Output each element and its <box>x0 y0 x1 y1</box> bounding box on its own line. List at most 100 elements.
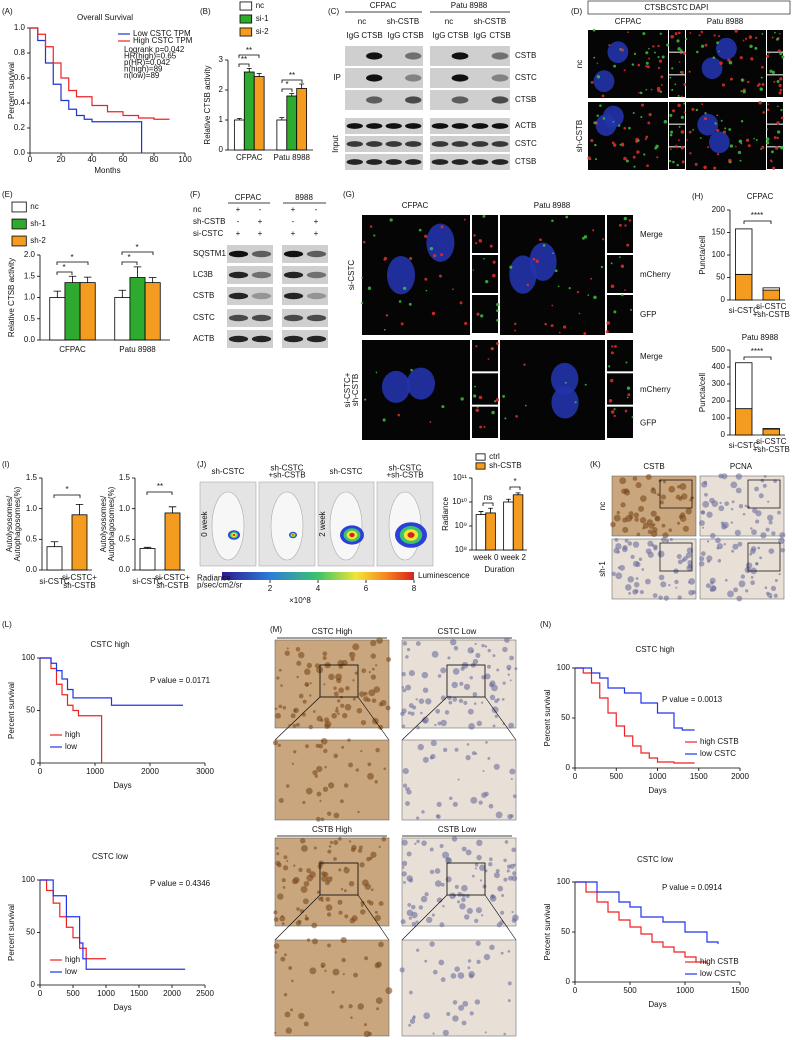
puncta <box>602 238 605 241</box>
cell <box>280 684 283 687</box>
puncta <box>682 51 686 55</box>
cell <box>327 849 332 854</box>
x-tick-label: 40 <box>88 155 97 164</box>
x-tick-label: 80 <box>150 155 159 164</box>
bar <box>233 119 245 151</box>
chart-title: CFPAC <box>747 192 774 201</box>
significance-bracket <box>121 261 138 265</box>
sign: + <box>236 229 241 238</box>
cell <box>322 786 329 792</box>
nucleus <box>386 255 416 295</box>
cell <box>405 684 412 691</box>
cell <box>304 668 311 676</box>
cell <box>282 886 286 889</box>
sign: + <box>258 217 263 226</box>
significance-bracket <box>146 491 173 495</box>
cell <box>687 560 693 566</box>
cell <box>489 694 496 701</box>
x-tick-label: 500 <box>623 986 637 995</box>
cell <box>416 839 420 844</box>
error-bar <box>299 83 305 89</box>
cell <box>632 589 638 595</box>
bar <box>71 514 88 571</box>
y-tick-label: 0 <box>31 758 36 767</box>
cell <box>348 880 355 887</box>
y-tick-label: 10⁹ <box>455 521 467 530</box>
cell <box>375 747 380 753</box>
legend-label: low <box>65 967 77 976</box>
puncta <box>583 235 588 239</box>
puncta <box>623 216 628 221</box>
panel-label: (C) <box>328 7 339 16</box>
cell <box>489 895 497 902</box>
puncta <box>776 121 780 125</box>
puncta <box>700 30 704 34</box>
cell <box>662 480 667 484</box>
cell <box>512 914 519 922</box>
cell <box>639 517 647 524</box>
puncta <box>367 286 372 290</box>
puncta <box>590 139 594 143</box>
puncta <box>677 139 680 142</box>
puncta <box>657 66 661 70</box>
puncta <box>704 43 708 47</box>
cell <box>366 698 371 703</box>
puncta <box>526 283 530 287</box>
cell <box>710 532 716 539</box>
cell <box>292 723 297 728</box>
y-tick-label: 0.0 <box>14 148 26 157</box>
cell-line-label: Patu 8988 <box>707 17 744 26</box>
micrograph <box>607 340 633 372</box>
cell <box>324 765 327 769</box>
puncta <box>617 124 621 127</box>
puncta <box>360 301 364 305</box>
significance-bracket <box>53 494 81 498</box>
puncta <box>739 56 743 60</box>
cell <box>437 721 442 726</box>
condition-label: sh-CSTB <box>193 217 225 226</box>
y-tick-label: 0.0 <box>24 335 36 344</box>
mouse <box>329 491 363 561</box>
puncta <box>614 345 617 348</box>
puncta <box>652 45 655 48</box>
legend-label: si-1 <box>256 14 269 23</box>
cell <box>339 1004 344 1009</box>
survival-curve <box>575 667 695 731</box>
cell <box>457 778 460 781</box>
error-bar <box>168 506 177 513</box>
cell <box>639 590 644 595</box>
chart-title: CSTC high <box>90 640 129 649</box>
puncta <box>657 44 660 48</box>
bar <box>64 282 81 341</box>
puncta <box>646 65 650 69</box>
section-label: IP <box>333 73 341 82</box>
cell <box>378 724 384 730</box>
puncta <box>637 139 640 142</box>
cell <box>327 943 332 948</box>
nucleus <box>509 255 537 294</box>
cell <box>452 801 458 807</box>
cell <box>357 810 360 814</box>
cell <box>331 990 335 994</box>
micrograph <box>472 215 498 253</box>
cell <box>338 910 343 915</box>
x-tick-label: 500 <box>66 989 80 998</box>
cell <box>719 501 722 505</box>
cell <box>616 550 620 554</box>
x-tick-label: si-CSTC <box>39 577 69 586</box>
puncta <box>777 49 781 53</box>
puncta <box>479 425 483 429</box>
channel-label: mCherry <box>640 385 671 394</box>
puncta <box>645 135 649 139</box>
legend-label: nc <box>30 202 38 211</box>
x-tick-label: week 0 <box>472 553 499 562</box>
cell <box>344 703 352 711</box>
colorbar-tick-label: 2 <box>268 584 273 593</box>
cell <box>494 714 499 719</box>
puncta <box>670 130 674 134</box>
cell <box>442 1029 449 1036</box>
cell <box>293 864 296 867</box>
bar <box>735 273 753 301</box>
cell <box>633 512 640 518</box>
puncta <box>554 269 558 273</box>
